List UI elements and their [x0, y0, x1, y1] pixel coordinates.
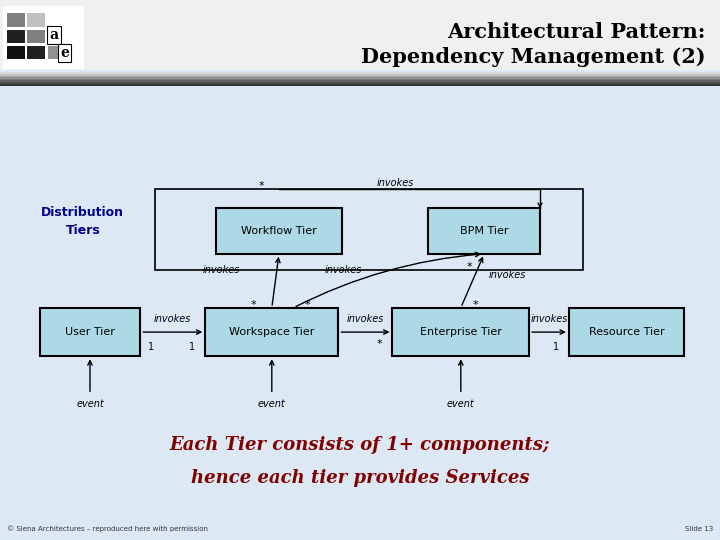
Text: event: event [76, 399, 104, 409]
Bar [428, 208, 540, 254]
Text: Dependency Management (2): Dependency Management (2) [361, 46, 706, 67]
Bar [0, 84, 720, 86]
Text: 1: 1 [189, 342, 195, 352]
Bar [27, 14, 45, 27]
Bar [40, 308, 140, 356]
Bar [392, 308, 529, 356]
Bar [7, 46, 25, 59]
Text: *: * [251, 300, 256, 310]
Text: Slide 13: Slide 13 [685, 526, 713, 532]
Bar [216, 208, 342, 254]
Bar [155, 189, 583, 270]
Text: event: event [447, 399, 474, 409]
Bar [0, 79, 720, 81]
Bar [27, 30, 45, 43]
Text: Workflow Tier: Workflow Tier [241, 226, 317, 236]
Text: © Siena Architectures – reproduced here with permission: © Siena Architectures – reproduced here … [7, 525, 208, 532]
Text: Architectural Pattern:: Architectural Pattern: [447, 22, 706, 43]
Text: e: e [60, 46, 69, 60]
Bar [7, 14, 25, 27]
Text: invokes: invokes [377, 178, 414, 187]
Bar [0, 74, 720, 76]
Text: Each Tier consists of 1+ components;: Each Tier consists of 1+ components; [170, 436, 550, 455]
Text: 1: 1 [148, 342, 154, 352]
Text: *: * [377, 339, 382, 349]
Text: Resource Tier: Resource Tier [588, 327, 665, 337]
Bar [569, 308, 684, 356]
Bar [0, 82, 720, 84]
Text: invokes: invokes [531, 314, 567, 323]
Text: Distribution
Tiers: Distribution Tiers [41, 206, 125, 237]
Bar [27, 46, 45, 59]
Bar [4, 7, 83, 68]
Text: BPM Tier: BPM Tier [460, 226, 508, 236]
Text: *: * [472, 300, 478, 310]
Text: 1: 1 [553, 342, 559, 352]
Bar [205, 308, 338, 356]
Bar [48, 46, 66, 59]
Text: invokes: invokes [489, 271, 526, 280]
Bar [0, 0, 720, 70]
Bar [0, 76, 720, 78]
Text: invokes: invokes [154, 314, 192, 323]
Text: event: event [258, 399, 286, 409]
Text: invokes: invokes [347, 314, 384, 323]
Bar [0, 80, 720, 83]
Text: hence each tier provides Services: hence each tier provides Services [191, 469, 529, 487]
Text: *: * [305, 300, 310, 310]
Bar [0, 72, 720, 75]
Text: *: * [467, 262, 472, 272]
Bar [7, 30, 25, 43]
Bar [0, 77, 720, 79]
Text: *: * [258, 181, 264, 191]
Text: User Tier: User Tier [65, 327, 115, 337]
Text: Workspace Tier: Workspace Tier [229, 327, 315, 337]
Text: invokes: invokes [203, 265, 240, 275]
Text: Enterprise Tier: Enterprise Tier [420, 327, 502, 337]
Text: a: a [50, 28, 58, 42]
Text: invokes: invokes [325, 265, 362, 275]
